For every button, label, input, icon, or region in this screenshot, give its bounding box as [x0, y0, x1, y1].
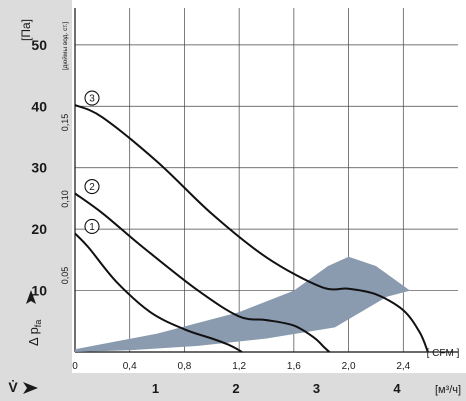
- curve-marker-2: [84, 178, 100, 195]
- x-secondary-tick-label: 4: [393, 381, 401, 396]
- x-tick-label: 1,2: [232, 361, 246, 372]
- y-axis-symbol-text: Δ pfa: [26, 320, 43, 346]
- curve-marker-3: [84, 90, 100, 106]
- y-axis-symbol: Δ pfa: [26, 290, 43, 346]
- curves: [74, 104, 429, 353]
- curve-3: [74, 104, 429, 353]
- curve-1: [74, 232, 243, 353]
- y-secondary-tick-label: 0,05: [60, 267, 70, 285]
- curve-markers: 1 2 3: [84, 90, 100, 234]
- x-tick-label: 0,4: [123, 361, 137, 372]
- y-tick-label: 40: [31, 98, 47, 114]
- x-unit-label: [ CFM ]: [427, 348, 460, 359]
- x-tick-label: 0: [72, 361, 78, 372]
- y-axis-symbol-main: Δ p: [26, 327, 41, 346]
- x-secondary-tick-label: 1: [152, 381, 159, 396]
- x-tick-label: 2,0: [342, 361, 356, 372]
- curve-marker-label-3: 3: [89, 94, 95, 105]
- x-secondary-tick-label: 3: [313, 381, 320, 396]
- y-tick-label: 50: [31, 37, 47, 53]
- curve-marker-1: [84, 218, 100, 234]
- x-axis-symbol: V̇: [8, 379, 18, 395]
- x-secondary-tick-label: 2: [232, 381, 239, 396]
- y-tick-label: 30: [31, 160, 47, 176]
- y-secondary-label: [дюймы вод. ст.]: [61, 22, 69, 71]
- x-tick-label: 2,4: [396, 361, 410, 372]
- x-axis-arrow-icon: [23, 382, 38, 394]
- curve-2: [74, 192, 331, 353]
- y-secondary-tick-label: 0,10: [60, 190, 70, 208]
- plot-area: [75, 8, 458, 352]
- operating-region: [75, 256, 411, 352]
- y-secondary-tick-label: 0,15: [60, 114, 70, 132]
- tick-labels: 0 0,4 0,8 1,2 1,6 2,0 2,4 10 20 30 40 50 0,05 0,10 0,1…: [31, 37, 410, 396]
- y-axis-symbol-sub: fa: [33, 320, 43, 328]
- y-tick-label: 20: [31, 221, 47, 237]
- curve-marker-label-2: 2: [89, 182, 95, 193]
- curve-marker-label-1: 1: [89, 222, 95, 233]
- y-unit-label: [Па]: [19, 19, 33, 41]
- x-secondary-unit-label: [м³/ч]: [435, 384, 461, 396]
- left-axis-band: [0, 0, 72, 401]
- x-tick-label: 0,8: [177, 361, 191, 372]
- y-axis-arrow-icon: [26, 290, 36, 304]
- y-tick-label: 10: [31, 283, 47, 299]
- bottom-axis-band: [0, 373, 466, 401]
- x-tick-label: 1,6: [287, 361, 301, 372]
